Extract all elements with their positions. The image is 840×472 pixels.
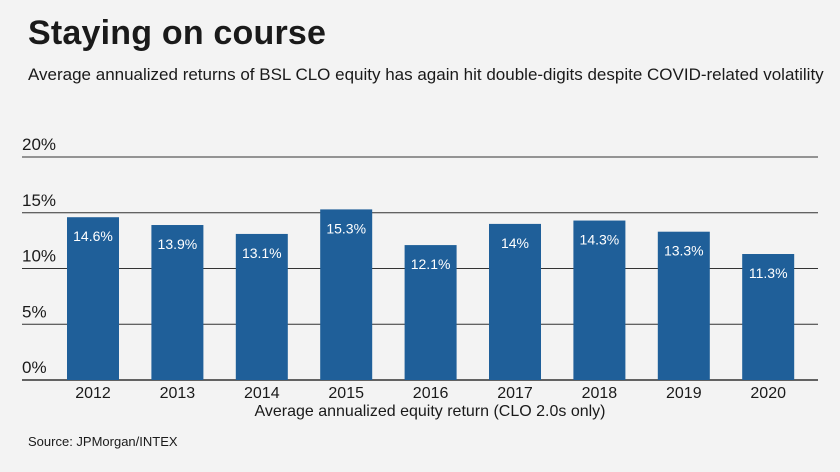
data-label: 13.9%: [158, 236, 198, 252]
bar: [742, 254, 795, 380]
x-tick-label: 2019: [666, 385, 702, 402]
data-label: 14.6%: [73, 228, 113, 244]
bar: [489, 223, 541, 380]
bar: [573, 220, 626, 380]
x-tick-label: 2018: [582, 385, 618, 402]
bar: [235, 233, 288, 380]
y-tick-label: 0%: [22, 358, 47, 377]
data-label: 15.3%: [326, 220, 366, 236]
data-label: 13.3%: [664, 243, 704, 259]
data-label: 13.1%: [242, 245, 282, 261]
x-tick-label: 2014: [244, 385, 280, 402]
chart-title: Staying on course: [28, 14, 327, 52]
data-label: 12.1%: [411, 256, 451, 272]
source-note: Source: JPMorgan/INTEX: [28, 434, 178, 449]
x-tick-label: 2015: [328, 385, 364, 402]
y-tick-label: 5%: [22, 302, 47, 321]
x-tick-label: 2012: [75, 385, 111, 402]
bar: [151, 225, 204, 380]
data-label: 11.3%: [749, 265, 788, 281]
x-tick-label: 2016: [413, 385, 449, 402]
bar: [404, 245, 457, 380]
y-tick-label: 15%: [22, 191, 56, 210]
bar: [320, 209, 373, 380]
data-label: 14.3%: [580, 232, 620, 248]
bar: [657, 231, 710, 380]
x-tick-label: 2017: [497, 385, 533, 402]
bar: [67, 217, 119, 380]
x-tick-label: 2013: [160, 385, 196, 402]
y-tick-label: 20%: [22, 135, 56, 154]
x-tick-label: 2020: [750, 385, 786, 402]
data-label: 14%: [501, 235, 529, 251]
y-tick-label: 10%: [22, 247, 56, 266]
x-axis-label: Average annualized equity return (CLO 2.…: [254, 403, 605, 420]
chart-subtitle: Average annualized returns of BSL CLO eq…: [28, 65, 824, 84]
